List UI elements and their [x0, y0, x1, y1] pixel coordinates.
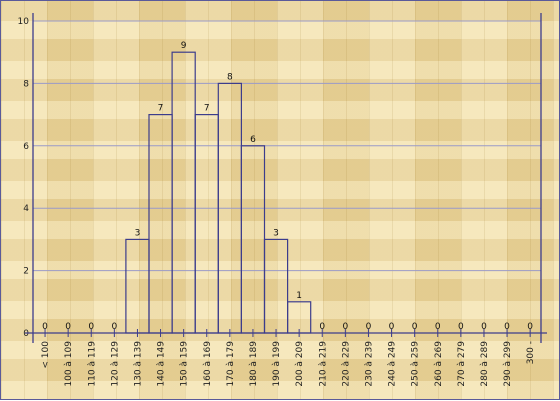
bar-value-label: 0: [458, 322, 464, 332]
bar-value-label: 3: [135, 228, 141, 238]
x-tick-label: 300 -: [526, 341, 536, 364]
y-tick-label: 2: [23, 267, 29, 277]
bar-value-label: 0: [319, 322, 325, 332]
bar-value-label: 3: [273, 228, 279, 238]
x-tick-label: 240 à 249: [388, 341, 398, 387]
bar-value-label: 7: [158, 104, 164, 114]
x-tick-label: 260 à 269: [434, 341, 444, 387]
bar-value-label: 8: [227, 72, 233, 82]
x-tick-label: 180 à 189: [249, 341, 259, 387]
x-tick-label: 130 à 139: [133, 341, 143, 387]
bar-value-label: 0: [412, 322, 418, 332]
bar-value-label: 0: [481, 322, 487, 332]
bar-value-label: 7: [204, 104, 210, 114]
y-tick-label: 10: [18, 17, 30, 27]
bar-value-label: 0: [342, 322, 348, 332]
y-tick-label: 4: [23, 204, 29, 214]
bar-value-label: 0: [42, 322, 48, 332]
bar-value-label: 0: [366, 322, 372, 332]
x-tick-label: 290 à 299: [503, 341, 513, 387]
y-tick-label: 6: [23, 142, 29, 152]
bar-value-label: 0: [504, 322, 510, 332]
bar-value-label: 0: [527, 322, 533, 332]
bar-value-label: 0: [435, 322, 441, 332]
x-tick-label: 110 à 119: [87, 341, 97, 387]
bar-value-label: 9: [181, 41, 187, 51]
y-tick-label: 0: [23, 329, 29, 339]
x-tick-label: 250 à 259: [411, 341, 421, 387]
histogram-bar: [148, 113, 173, 334]
x-tick-label: 200 à 209: [295, 341, 305, 387]
x-tick-label: 230 à 239: [364, 341, 374, 387]
histogram-bar: [263, 238, 289, 334]
x-tick-label: 280 à 289: [480, 341, 490, 387]
histogram-bar: [171, 51, 196, 334]
bar-value-label: 1: [296, 291, 302, 301]
x-tick-label: 160 à 169: [203, 341, 213, 387]
bar-value-label: 6: [250, 135, 256, 145]
histogram-bar: [240, 145, 266, 334]
x-tick-label: 150 à 159: [180, 341, 190, 387]
bar-value-label: 0: [111, 322, 117, 332]
x-tick-label: 270 à 279: [457, 341, 467, 387]
x-tick-label: < 100: [41, 341, 51, 369]
x-tick-label: 100 à 109: [64, 341, 74, 387]
x-tick-label: 170 à 179: [226, 341, 236, 387]
bar-value-label: 0: [389, 322, 395, 332]
bar-value-label: 0: [65, 322, 71, 332]
bar-value-label: 0: [88, 322, 94, 332]
y-tick-label: 8: [23, 79, 29, 89]
x-tick-label: 220 à 229: [341, 341, 351, 387]
x-tick-label: 140 à 149: [157, 341, 167, 387]
x-tick-label: 190 à 199: [272, 341, 282, 387]
histogram-bar: [125, 238, 150, 334]
x-tick-label: 210 à 219: [318, 341, 328, 387]
histogram-bar: [194, 113, 219, 334]
x-tick-label: 120 à 129: [110, 341, 120, 387]
histogram-bar: [287, 301, 312, 334]
